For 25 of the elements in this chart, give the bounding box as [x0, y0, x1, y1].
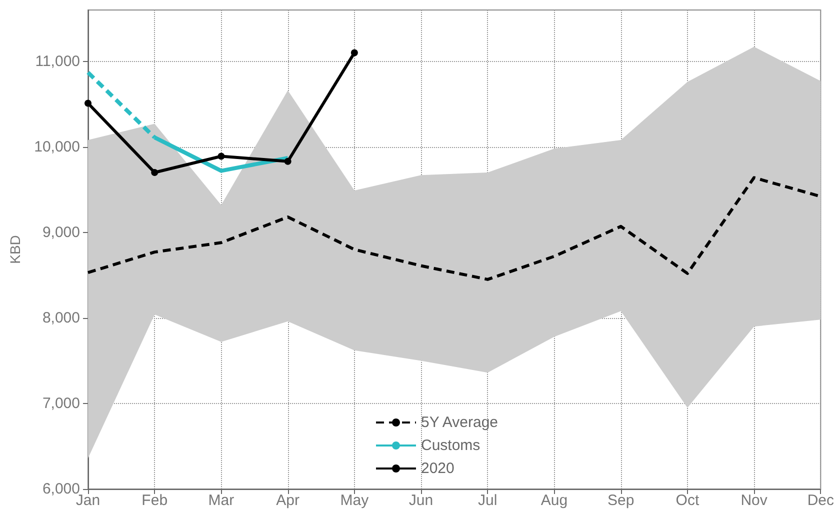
- x-tick-label: Dec: [807, 492, 834, 509]
- x-tick-label: Nov: [740, 492, 768, 509]
- legend-label: 5Y Average: [421, 414, 498, 431]
- y-tick-label: 7,000: [42, 394, 80, 412]
- y-tick-label: 11,000: [35, 52, 80, 70]
- point: [84, 100, 92, 107]
- x-tick-label: May: [340, 492, 370, 509]
- x-tick-label: Feb: [142, 492, 168, 509]
- x-tick-label: Aug: [540, 492, 568, 509]
- x-tick-label: Mar: [208, 492, 234, 509]
- point: [151, 169, 158, 176]
- point: [218, 152, 225, 160]
- y-tick-label: 9,000: [42, 224, 80, 241]
- x-tick-label: Jul: [478, 492, 498, 509]
- point: [350, 49, 358, 56]
- y-tick-label: 10,000: [34, 138, 80, 156]
- legend-label: 2020: [421, 460, 454, 477]
- point: [284, 158, 292, 165]
- legend-label: Customs: [421, 437, 480, 454]
- x-tick-label: Apr: [276, 492, 300, 509]
- x-tick-label: Oct: [676, 492, 700, 509]
- x-tick-label: Jun: [408, 492, 434, 509]
- x-tick-label: Sep: [607, 492, 634, 509]
- y-tick-label: 8,000: [42, 309, 80, 326]
- y-axis-title: KBD: [7, 235, 23, 264]
